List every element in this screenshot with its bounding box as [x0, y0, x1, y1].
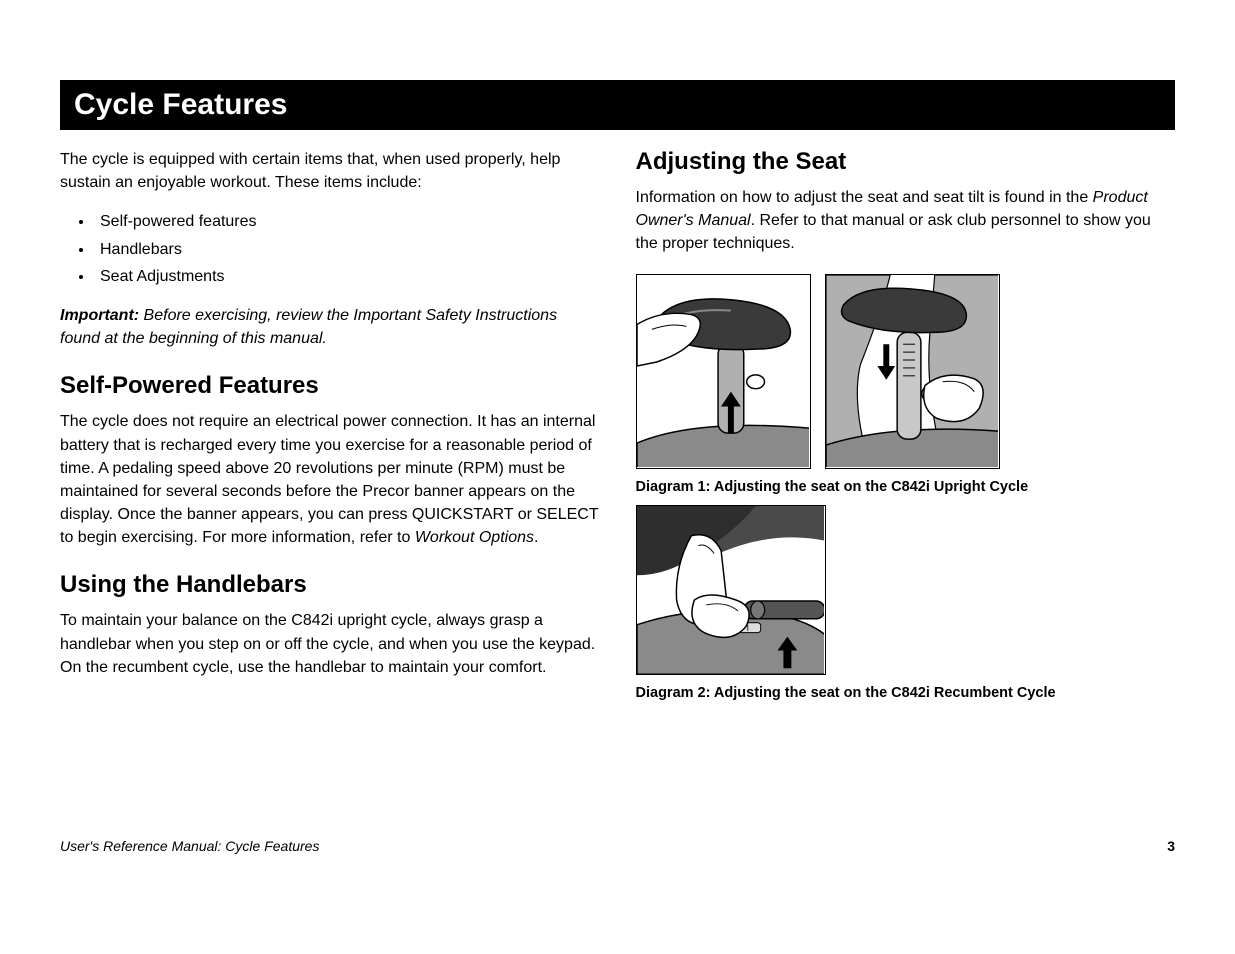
page: Cycle Features The cycle is equipped wit… — [0, 0, 1235, 954]
list-item: Handlebars — [94, 236, 600, 263]
section-heading-handlebars: Using the Handlebars — [60, 571, 600, 599]
intro-text: The cycle is equipped with certain items… — [60, 148, 600, 194]
list-item: Self-powered features — [94, 208, 600, 235]
section-heading-seat: Adjusting the Seat — [636, 148, 1176, 176]
body-text: Information on how to adjust the seat an… — [636, 189, 1093, 206]
important-note: Important: Before exercising, review the… — [60, 304, 600, 350]
page-title: Cycle Features — [74, 88, 1161, 122]
page-footer: User's Reference Manual: Cycle Features … — [60, 838, 1175, 854]
self-powered-body: The cycle does not require an electrical… — [60, 410, 600, 549]
section-heading-self-powered: Self-Powered Features — [60, 372, 600, 400]
footer-left: User's Reference Manual: Cycle Features — [60, 838, 319, 854]
important-label: Important: — [60, 307, 139, 324]
seat-body: Information on how to adjust the seat an… — [636, 186, 1176, 256]
columns: The cycle is equipped with certain items… — [60, 148, 1175, 707]
diagram1-caption: Diagram 1: Adjusting the seat on the C84… — [636, 479, 1176, 495]
diagram1-row — [636, 274, 1176, 469]
footer-page-number: 3 — [1167, 838, 1175, 854]
handlebars-body: To maintain your balance on the C842i up… — [60, 609, 600, 679]
list-item: Seat Adjustments — [94, 263, 600, 290]
diagram2-panel — [636, 505, 826, 675]
body-text: The cycle does not require an electrical… — [60, 413, 598, 546]
ref-workout-options: Workout Options — [415, 529, 534, 546]
diagram1-panel-right — [825, 274, 1000, 469]
diagram2-caption: Diagram 2: Adjusting the seat on the C84… — [636, 685, 1176, 701]
left-column: The cycle is equipped with certain items… — [60, 148, 600, 707]
right-column: Adjusting the Seat Information on how to… — [636, 148, 1176, 707]
seat-lift-illustration — [637, 275, 810, 468]
recumbent-seat-illustration — [637, 506, 825, 674]
body-text: . — [534, 529, 538, 546]
title-bar: Cycle Features — [60, 80, 1175, 130]
feature-list: Self-powered features Handlebars Seat Ad… — [60, 208, 600, 290]
diagram1-panel-left — [636, 274, 811, 469]
seat-knob-illustration — [826, 275, 999, 468]
